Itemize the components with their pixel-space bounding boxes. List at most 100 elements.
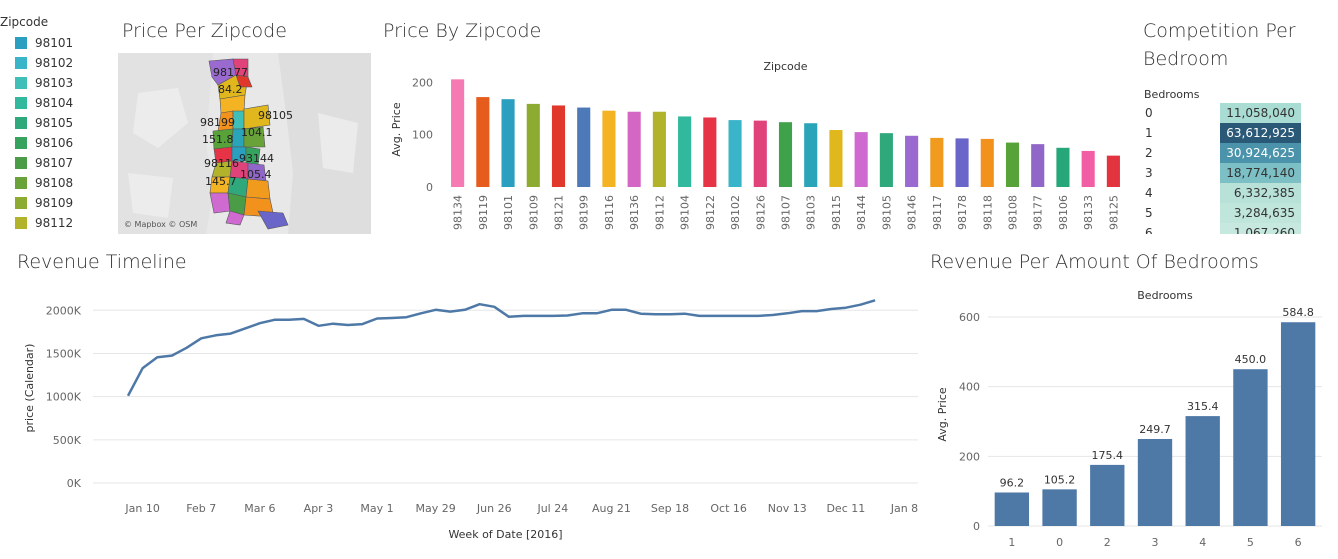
bar [526, 103, 540, 187]
x-tick-label: 98125 [1107, 195, 1120, 230]
legend-label: 98106 [35, 136, 74, 150]
competition-bedrooms: 3 [1145, 166, 1153, 180]
price-by-zipcode-chart: Zipcode Avg. Price 0 100 200 98134 98119 98101 9… [390, 60, 1120, 230]
bar [854, 132, 868, 187]
competition-value: 3,284,635 [1220, 203, 1301, 223]
bar [703, 117, 717, 187]
chart-subtitle: Bedrooms [1137, 289, 1193, 302]
map-label: 145.7 [205, 175, 237, 188]
bar [602, 110, 616, 187]
legend-item[interactable]: 98109 [15, 193, 110, 213]
legend-label: 98109 [35, 196, 74, 210]
x-tick-label: 98118 [981, 195, 994, 230]
legend-swatch [15, 97, 27, 109]
legend-swatch [15, 177, 27, 189]
x-tick-label: 98177 [1032, 195, 1045, 230]
x-tick-label: 98122 [704, 195, 717, 230]
bar [753, 120, 767, 187]
bar [476, 97, 490, 187]
legend-item[interactable]: 98103 [15, 73, 110, 93]
bar [905, 135, 919, 187]
competition-value: 1,067,260 [1220, 223, 1301, 234]
legend-swatch [15, 37, 27, 49]
bar [980, 138, 994, 187]
competition-row: 6 1,067,260 [1144, 223, 1301, 234]
zipcode-map[interactable]: 98177 84.2 98105 98199 104.1 151.8 98116 93144 1… [118, 53, 371, 234]
x-tick-label: Sep 18 [651, 502, 689, 515]
legend-swatch [15, 57, 27, 69]
bar [778, 122, 793, 187]
legend-swatch [15, 137, 27, 149]
bar [501, 99, 515, 187]
legend-item[interactable]: 98101 [15, 33, 110, 53]
map-label: 98116 [204, 157, 239, 170]
revenue-timeline-title: Revenue Timeline [17, 251, 187, 273]
zipcode-legend: Zipcode 98101 98102 98103 98104 98105 98106 98… [0, 15, 110, 233]
x-tick-label: Dec 11 [826, 502, 865, 515]
data-label: 105.2 [1044, 473, 1076, 486]
competition-row: 1 63,612,925 [1144, 123, 1301, 143]
legend-item[interactable]: 98105 [15, 113, 110, 133]
map-label: 105.4 [240, 168, 272, 181]
bar [955, 138, 969, 187]
competition-bedrooms: 1 [1145, 126, 1153, 140]
map-label: 84.2 [218, 83, 243, 96]
legend-item[interactable]: 98102 [15, 53, 110, 73]
legend-item[interactable]: 98107 [15, 153, 110, 173]
y-tick-label: 1000K [46, 391, 82, 404]
y-tick-label: 200 [412, 76, 433, 89]
x-tick-label: Apr 3 [304, 502, 334, 515]
competition-title-line1: Competition Per [1143, 20, 1296, 42]
price-by-zipcode-title: Price By Zipcode [383, 20, 542, 42]
bar [451, 79, 465, 187]
legend-swatch [15, 217, 27, 229]
data-label: 249.7 [1139, 423, 1171, 436]
x-tick-label: 98121 [553, 195, 566, 230]
bar [652, 111, 666, 187]
legend-label: 98112 [35, 216, 74, 230]
revenue-timeline-chart: 0K 500K 1000K 1500K 2000K price (Calendar) Jan… [23, 299, 918, 541]
map-label: 93144 [239, 152, 274, 165]
competition-value: 30,924,625 [1220, 143, 1301, 163]
revenue-bedrooms-chart: Bedrooms 0 200 400 600 Avg. Price 96.2 1 105.2 0 1… [936, 289, 1322, 549]
x-tick-label: 98146 [906, 195, 919, 230]
bar [1042, 489, 1077, 526]
map-label: 151.8 [202, 133, 234, 146]
legend-label: 98108 [35, 176, 74, 190]
bar [1056, 147, 1070, 187]
x-tick-label: 2 [1104, 536, 1111, 549]
competition-row: 4 6,332,385 [1144, 183, 1301, 203]
x-tick-label: 98105 [880, 195, 893, 230]
map-attribution: © Mapbox © OSM [124, 220, 197, 229]
y-axis-label: price (Calendar) [23, 344, 36, 433]
bar [1081, 150, 1095, 187]
y-tick-label: 500K [53, 434, 82, 447]
zip-regions [208, 58, 289, 230]
competition-row: 2 30,924,625 [1144, 143, 1301, 163]
competition-value: 63,612,925 [1220, 123, 1301, 143]
legend-item[interactable]: 98106 [15, 133, 110, 153]
legend-item[interactable]: 98104 [15, 93, 110, 113]
map-title: Price Per Zipcode [122, 20, 287, 42]
legend-label: 98101 [35, 36, 74, 50]
x-tick-label: 98115 [830, 195, 843, 230]
chart-subtitle: Zipcode [763, 60, 807, 73]
x-tick-label: Nov 13 [768, 502, 807, 515]
legend-item[interactable]: 98112 [15, 213, 110, 233]
bar [577, 107, 591, 187]
bar [728, 120, 742, 187]
legend-item[interactable]: 98108 [15, 173, 110, 193]
bar [994, 492, 1030, 526]
data-label: 450.0 [1235, 353, 1267, 366]
x-axis-label: Week of Date [2016] [448, 528, 562, 541]
legend-label: 98102 [35, 56, 74, 70]
x-tick-label: 98117 [931, 195, 944, 230]
x-tick-label: 0 [1056, 536, 1063, 549]
bar [879, 133, 893, 187]
y-tick-label: 0 [973, 520, 980, 533]
competition-bedrooms: 0 [1145, 106, 1153, 120]
x-tick-label: 98112 [653, 195, 666, 230]
data-label: 96.2 [1000, 476, 1025, 489]
map-label: 98105 [258, 109, 293, 122]
